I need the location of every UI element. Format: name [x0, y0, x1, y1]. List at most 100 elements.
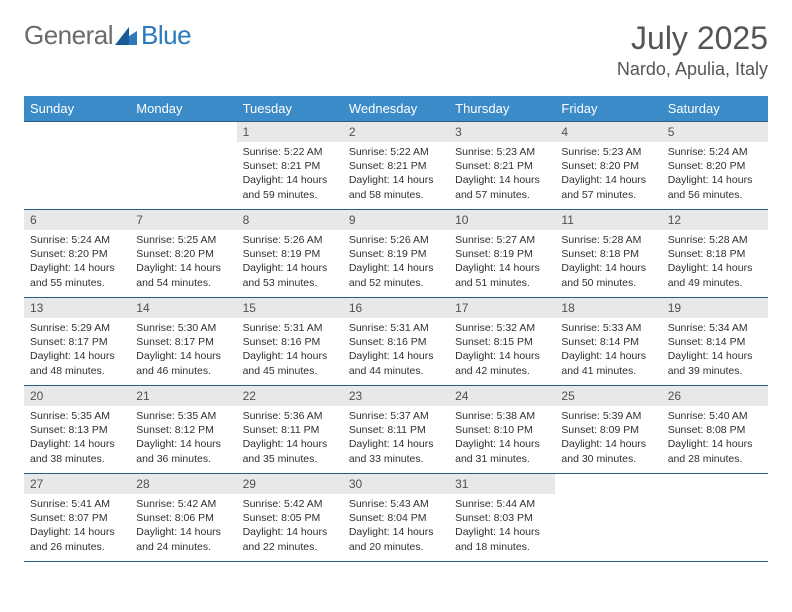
day-cell: 10Sunrise: 5:27 AMSunset: 8:19 PMDayligh…: [449, 210, 555, 298]
day-details: Sunrise: 5:25 AMSunset: 8:20 PMDaylight:…: [130, 230, 236, 296]
day-cell: 14Sunrise: 5:30 AMSunset: 8:17 PMDayligh…: [130, 298, 236, 386]
location-subtitle: Nardo, Apulia, Italy: [617, 59, 768, 80]
day-cell: 15Sunrise: 5:31 AMSunset: 8:16 PMDayligh…: [237, 298, 343, 386]
day-cell: 4Sunrise: 5:23 AMSunset: 8:20 PMDaylight…: [555, 122, 661, 210]
empty-cell: [662, 474, 768, 562]
day-number: 7: [130, 210, 236, 230]
day-cell: 17Sunrise: 5:32 AMSunset: 8:15 PMDayligh…: [449, 298, 555, 386]
day-number: 2: [343, 122, 449, 142]
day-details: Sunrise: 5:31 AMSunset: 8:16 PMDaylight:…: [237, 318, 343, 384]
day-cell: 20Sunrise: 5:35 AMSunset: 8:13 PMDayligh…: [24, 386, 130, 474]
day-cell: 13Sunrise: 5:29 AMSunset: 8:17 PMDayligh…: [24, 298, 130, 386]
day-number: 6: [24, 210, 130, 230]
day-cell: 5Sunrise: 5:24 AMSunset: 8:20 PMDaylight…: [662, 122, 768, 210]
day-number: 25: [555, 386, 661, 406]
day-details: Sunrise: 5:30 AMSunset: 8:17 PMDaylight:…: [130, 318, 236, 384]
day-cell: 16Sunrise: 5:31 AMSunset: 8:16 PMDayligh…: [343, 298, 449, 386]
day-number: 18: [555, 298, 661, 318]
day-cell: 19Sunrise: 5:34 AMSunset: 8:14 PMDayligh…: [662, 298, 768, 386]
day-number: 31: [449, 474, 555, 494]
day-details: Sunrise: 5:32 AMSunset: 8:15 PMDaylight:…: [449, 318, 555, 384]
day-cell: 26Sunrise: 5:40 AMSunset: 8:08 PMDayligh…: [662, 386, 768, 474]
day-cell: 11Sunrise: 5:28 AMSunset: 8:18 PMDayligh…: [555, 210, 661, 298]
day-cell: 29Sunrise: 5:42 AMSunset: 8:05 PMDayligh…: [237, 474, 343, 562]
logo-sail-icon: [115, 27, 137, 45]
logo: General Blue: [24, 20, 191, 51]
day-details: Sunrise: 5:33 AMSunset: 8:14 PMDaylight:…: [555, 318, 661, 384]
day-number: 27: [24, 474, 130, 494]
day-details: Sunrise: 5:31 AMSunset: 8:16 PMDaylight:…: [343, 318, 449, 384]
day-number: 4: [555, 122, 661, 142]
day-number: 1: [237, 122, 343, 142]
weekday-header: Tuesday: [237, 96, 343, 122]
day-details: Sunrise: 5:28 AMSunset: 8:18 PMDaylight:…: [555, 230, 661, 296]
day-number: 10: [449, 210, 555, 230]
day-number: 3: [449, 122, 555, 142]
day-cell: 8Sunrise: 5:26 AMSunset: 8:19 PMDaylight…: [237, 210, 343, 298]
title-block: July 2025 Nardo, Apulia, Italy: [617, 20, 768, 80]
day-cell: 24Sunrise: 5:38 AMSunset: 8:10 PMDayligh…: [449, 386, 555, 474]
day-cell: 6Sunrise: 5:24 AMSunset: 8:20 PMDaylight…: [24, 210, 130, 298]
calendar-header-row: SundayMondayTuesdayWednesdayThursdayFrid…: [24, 96, 768, 122]
day-details: Sunrise: 5:26 AMSunset: 8:19 PMDaylight:…: [343, 230, 449, 296]
day-details: Sunrise: 5:41 AMSunset: 8:07 PMDaylight:…: [24, 494, 130, 560]
day-number: 21: [130, 386, 236, 406]
day-details: Sunrise: 5:22 AMSunset: 8:21 PMDaylight:…: [237, 142, 343, 208]
page-header: General Blue July 2025 Nardo, Apulia, It…: [24, 20, 768, 80]
empty-cell: [555, 474, 661, 562]
day-number: 9: [343, 210, 449, 230]
day-details: Sunrise: 5:42 AMSunset: 8:06 PMDaylight:…: [130, 494, 236, 560]
day-cell: 2Sunrise: 5:22 AMSunset: 8:21 PMDaylight…: [343, 122, 449, 210]
day-details: Sunrise: 5:26 AMSunset: 8:19 PMDaylight:…: [237, 230, 343, 296]
day-number: 5: [662, 122, 768, 142]
calendar-table: SundayMondayTuesdayWednesdayThursdayFrid…: [24, 96, 768, 562]
day-details: Sunrise: 5:44 AMSunset: 8:03 PMDaylight:…: [449, 494, 555, 560]
day-cell: 30Sunrise: 5:43 AMSunset: 8:04 PMDayligh…: [343, 474, 449, 562]
day-number: 16: [343, 298, 449, 318]
day-details: Sunrise: 5:29 AMSunset: 8:17 PMDaylight:…: [24, 318, 130, 384]
day-number: 28: [130, 474, 236, 494]
day-details: Sunrise: 5:38 AMSunset: 8:10 PMDaylight:…: [449, 406, 555, 472]
day-number: 29: [237, 474, 343, 494]
day-cell: 28Sunrise: 5:42 AMSunset: 8:06 PMDayligh…: [130, 474, 236, 562]
day-details: Sunrise: 5:35 AMSunset: 8:13 PMDaylight:…: [24, 406, 130, 472]
day-cell: 7Sunrise: 5:25 AMSunset: 8:20 PMDaylight…: [130, 210, 236, 298]
day-number: 15: [237, 298, 343, 318]
day-number: 26: [662, 386, 768, 406]
day-number: 20: [24, 386, 130, 406]
empty-cell: [24, 122, 130, 210]
empty-cell: [130, 122, 236, 210]
weekday-header: Thursday: [449, 96, 555, 122]
month-title: July 2025: [617, 20, 768, 57]
day-cell: 21Sunrise: 5:35 AMSunset: 8:12 PMDayligh…: [130, 386, 236, 474]
day-cell: 23Sunrise: 5:37 AMSunset: 8:11 PMDayligh…: [343, 386, 449, 474]
day-details: Sunrise: 5:27 AMSunset: 8:19 PMDaylight:…: [449, 230, 555, 296]
day-details: Sunrise: 5:40 AMSunset: 8:08 PMDaylight:…: [662, 406, 768, 472]
day-number: 12: [662, 210, 768, 230]
weekday-header: Friday: [555, 96, 661, 122]
logo-text-2: Blue: [141, 20, 191, 51]
day-number: 11: [555, 210, 661, 230]
day-details: Sunrise: 5:34 AMSunset: 8:14 PMDaylight:…: [662, 318, 768, 384]
calendar-body: 1Sunrise: 5:22 AMSunset: 8:21 PMDaylight…: [24, 122, 768, 562]
weekday-header: Saturday: [662, 96, 768, 122]
day-details: Sunrise: 5:24 AMSunset: 8:20 PMDaylight:…: [24, 230, 130, 296]
day-cell: 22Sunrise: 5:36 AMSunset: 8:11 PMDayligh…: [237, 386, 343, 474]
day-number: 19: [662, 298, 768, 318]
day-cell: 1Sunrise: 5:22 AMSunset: 8:21 PMDaylight…: [237, 122, 343, 210]
weekday-header: Monday: [130, 96, 236, 122]
day-details: Sunrise: 5:22 AMSunset: 8:21 PMDaylight:…: [343, 142, 449, 208]
day-cell: 25Sunrise: 5:39 AMSunset: 8:09 PMDayligh…: [555, 386, 661, 474]
day-number: 17: [449, 298, 555, 318]
day-cell: 12Sunrise: 5:28 AMSunset: 8:18 PMDayligh…: [662, 210, 768, 298]
day-details: Sunrise: 5:42 AMSunset: 8:05 PMDaylight:…: [237, 494, 343, 560]
day-details: Sunrise: 5:36 AMSunset: 8:11 PMDaylight:…: [237, 406, 343, 472]
day-number: 30: [343, 474, 449, 494]
day-number: 24: [449, 386, 555, 406]
day-cell: 27Sunrise: 5:41 AMSunset: 8:07 PMDayligh…: [24, 474, 130, 562]
day-cell: 31Sunrise: 5:44 AMSunset: 8:03 PMDayligh…: [449, 474, 555, 562]
logo-text-1: General: [24, 20, 113, 51]
day-number: 14: [130, 298, 236, 318]
day-number: 13: [24, 298, 130, 318]
day-details: Sunrise: 5:43 AMSunset: 8:04 PMDaylight:…: [343, 494, 449, 560]
